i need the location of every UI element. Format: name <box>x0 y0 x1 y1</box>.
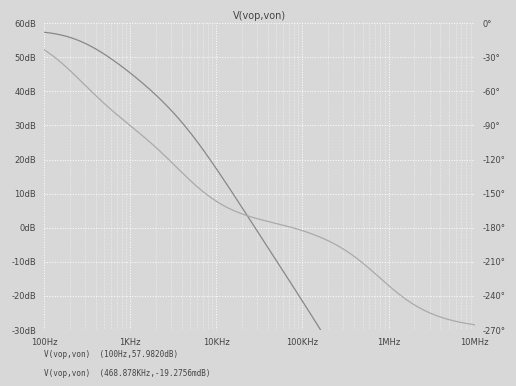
Text: V(vop,von)  (468.878KHz,-19.2756mdB): V(vop,von) (468.878KHz,-19.2756mdB) <box>44 369 211 378</box>
Text: V(vop,von)  (100Hz,57.9820dB): V(vop,von) (100Hz,57.9820dB) <box>44 350 178 359</box>
Title: V(vop,von): V(vop,von) <box>233 11 286 21</box>
